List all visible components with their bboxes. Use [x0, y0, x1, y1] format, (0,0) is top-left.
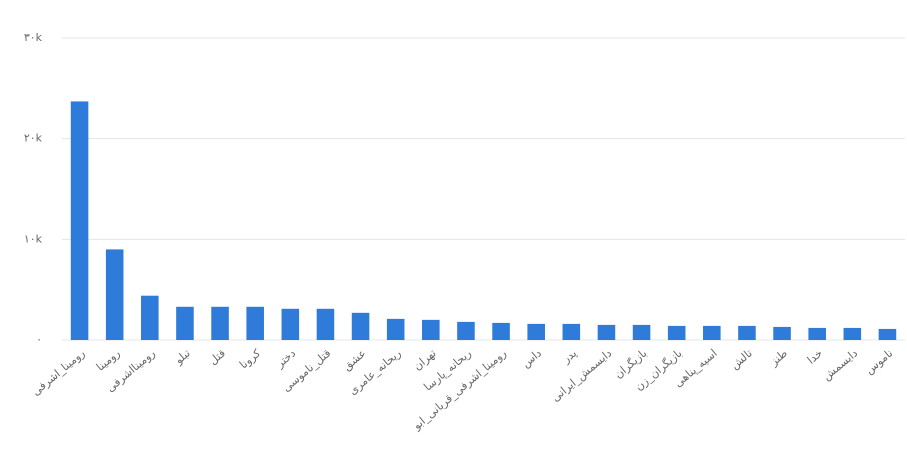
bar	[105, 249, 124, 340]
x-tick-label: عشق	[340, 347, 369, 374]
bar	[878, 328, 897, 340]
x-tick-label: طنز	[767, 346, 790, 368]
y-tick-label: ۰	[36, 333, 42, 346]
bar	[70, 101, 89, 340]
x-tick-label: ناموس	[863, 347, 895, 377]
bar	[597, 324, 616, 340]
bar	[246, 306, 264, 340]
x-tick-label: قتل	[207, 347, 228, 368]
bar	[457, 321, 475, 340]
x-tick-label: کرونا	[237, 346, 264, 371]
bar	[492, 322, 510, 340]
x-tick-label: تبلو	[172, 347, 193, 368]
bar	[176, 306, 194, 340]
bar	[843, 327, 862, 340]
y-tick-label: ۱۰k	[24, 232, 43, 245]
x-tick-label: خدا	[805, 347, 825, 367]
bar	[211, 306, 229, 340]
bar	[281, 308, 300, 340]
bar	[422, 319, 440, 340]
y-tick-label: ۳۰k	[24, 31, 43, 44]
x-tick-label: تهران	[411, 347, 439, 373]
bar	[351, 312, 370, 340]
x-tick-label: پدر	[559, 347, 579, 367]
bar	[703, 325, 721, 340]
x-tick-label: تالش	[728, 347, 755, 372]
x-tick-label: دایسمش	[820, 347, 860, 384]
bar	[808, 327, 826, 340]
bar	[773, 326, 791, 340]
x-tick-label: دایسمش_ایرانی	[549, 347, 614, 405]
bar	[632, 324, 651, 340]
bar	[527, 323, 545, 340]
bar	[562, 323, 581, 340]
bar	[386, 318, 405, 340]
x-tick-label: رومینا	[94, 347, 123, 374]
bar	[738, 325, 756, 340]
x-tick-label: دختر	[273, 347, 298, 371]
x-tick-label: رومینا_اشرفی	[29, 347, 87, 399]
x-tick-label: داس	[519, 347, 544, 371]
y-tick-label: ۲۰k	[24, 132, 43, 145]
bar	[316, 308, 335, 340]
bar	[667, 325, 686, 340]
bar	[141, 295, 159, 340]
